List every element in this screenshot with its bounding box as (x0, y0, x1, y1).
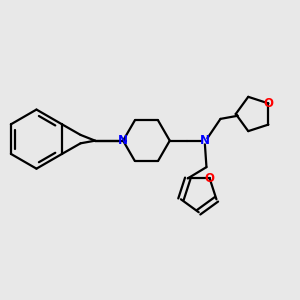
Text: N: N (200, 134, 210, 147)
Text: O: O (205, 172, 215, 185)
Text: N: N (118, 134, 128, 147)
Text: O: O (263, 97, 273, 110)
